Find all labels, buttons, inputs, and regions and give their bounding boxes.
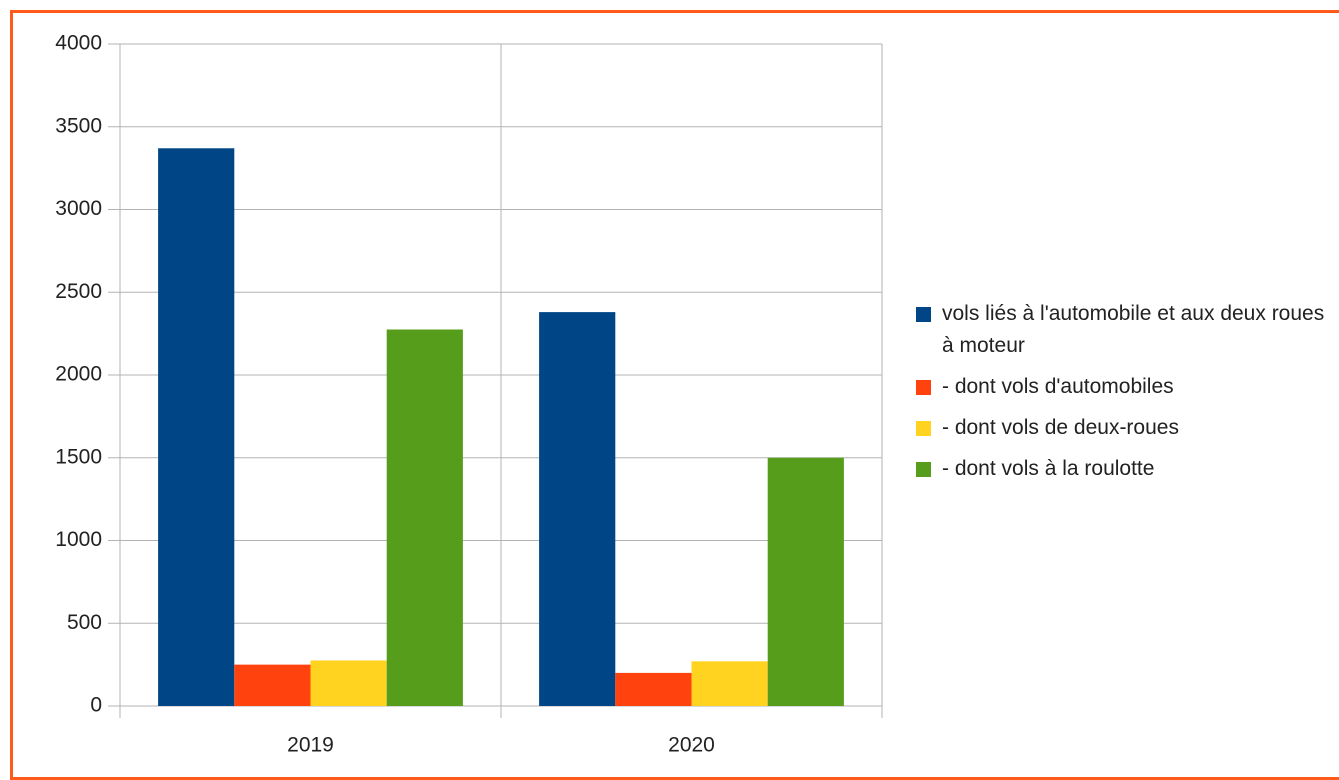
legend-swatch — [916, 421, 931, 436]
y-tick-label: 1500 — [55, 445, 102, 468]
legend-item: vols liés à l'automobile et aux deux rou… — [916, 298, 1326, 362]
legend-label: - dont vols d'automobiles — [942, 375, 1174, 398]
y-tick-label: 3500 — [55, 114, 102, 137]
legend-label: - dont vols à la roulotte — [942, 457, 1155, 480]
bar — [310, 660, 387, 706]
legend-item: - dont vols d'automobiles — [916, 371, 1326, 403]
bar — [234, 664, 311, 706]
bar — [539, 312, 616, 706]
bar — [386, 329, 463, 706]
y-tick-label: 2500 — [55, 280, 102, 303]
x-tick-label: 2019 — [287, 734, 334, 757]
x-tick-label: 2020 — [668, 734, 715, 757]
bar — [158, 148, 235, 706]
y-tick-label: 500 — [67, 611, 102, 634]
legend-swatch — [916, 307, 931, 322]
bar — [615, 672, 692, 706]
legend-label: vols liés à l'automobile et aux deux rou… — [942, 302, 1325, 357]
y-tick-label: 4000 — [55, 32, 102, 55]
legend-swatch — [916, 380, 931, 395]
y-tick-label: 0 — [90, 694, 102, 717]
legend-item: - dont vols de deux-roues — [916, 412, 1326, 444]
y-tick-label: 1000 — [55, 528, 102, 551]
bar — [767, 457, 844, 706]
legend-swatch — [916, 462, 931, 477]
legend-item: - dont vols à la roulotte — [916, 453, 1326, 485]
y-tick-label: 2000 — [55, 363, 102, 386]
bar — [691, 661, 768, 706]
y-tick-label: 3000 — [55, 197, 102, 220]
legend-label: - dont vols de deux-roues — [942, 416, 1179, 439]
legend: vols liés à l'automobile et aux deux rou… — [916, 298, 1326, 494]
